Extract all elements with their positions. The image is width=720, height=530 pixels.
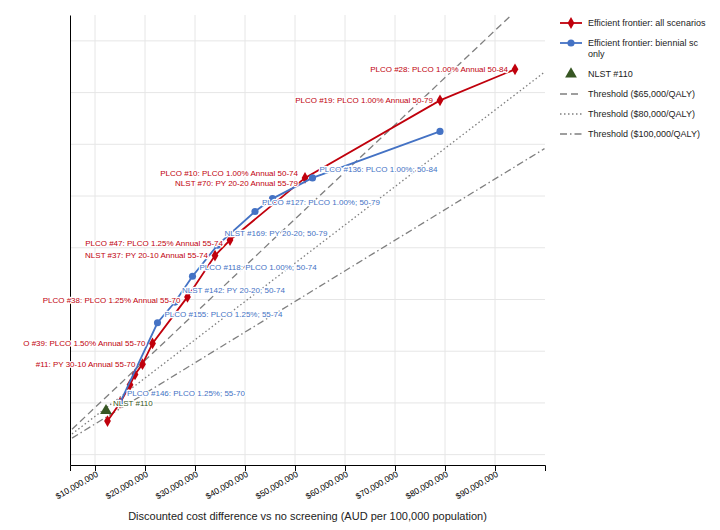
x-axis: $10,000,000$20,000,000$30,000,000$40,000… xyxy=(54,465,546,501)
legend-label-line: Threshold ($100,000/QALY) xyxy=(588,129,700,139)
series-line xyxy=(72,149,545,438)
x-tick-label: $30,000,000 xyxy=(154,469,200,501)
annotation: NLST #169: PY 20-20; 50-79 xyxy=(225,229,328,238)
x-tick: $20,000,000 xyxy=(104,465,150,501)
legend-label-line: only xyxy=(588,49,605,59)
series-line xyxy=(72,72,545,434)
legend-swatch xyxy=(560,93,582,94)
legend-marker xyxy=(565,67,577,77)
x-tick: $10,000,000 xyxy=(54,465,100,501)
annotation: O #39: PLCO 1.50% Annual 55-70 xyxy=(23,339,146,348)
x-tick-label: $60,000,000 xyxy=(304,469,350,501)
x-tick-label: $40,000,000 xyxy=(204,469,250,501)
x-tick: $80,000,000 xyxy=(404,465,450,501)
legend-label-line: Efficient frontier: biennial sc xyxy=(588,38,698,48)
point xyxy=(189,273,196,280)
legend-label-line: Threshold ($80,000/QALY) xyxy=(588,109,695,119)
grid xyxy=(70,15,545,465)
grid-line-y xyxy=(70,144,545,145)
point xyxy=(512,63,519,75)
x-tick: $60,000,000 xyxy=(304,465,350,501)
grid-line-x xyxy=(345,15,346,465)
annotation: NLST #70: PY 20-20 Annual 55-79 xyxy=(175,179,298,188)
x-tick: $50,000,000 xyxy=(254,465,300,501)
x-tick-label: $90,000,000 xyxy=(454,469,500,501)
x-tick: $40,000,000 xyxy=(204,465,250,501)
x-tick: $70,000,000 xyxy=(354,465,400,501)
grid-line-y xyxy=(70,454,545,455)
legend-item: Threshold ($65,000/QALY) xyxy=(560,89,695,99)
x-tick-label: $20,000,000 xyxy=(104,469,150,501)
annotation: PLCO #47: PLCO 1.25% Annual 55-74 xyxy=(85,239,223,248)
annotation: PLCO #28: PLCO 1.00% Annual 50-84 xyxy=(370,65,508,74)
grid-line-y xyxy=(70,196,545,197)
legend-item: Efficient frontier: biennial sconly xyxy=(560,38,698,59)
legend-label: NLST #110 xyxy=(588,69,633,79)
annotation: NLST #37: PY 20-10 Annual 55-74 xyxy=(85,251,208,260)
annotation: PLCO #146: PLCO 1.25%; 55-70 xyxy=(127,389,245,398)
legend: Efficient frontier: all scenarios Efficie… xyxy=(560,17,706,139)
series-line xyxy=(72,16,511,430)
x-tick: $30,000,000 xyxy=(154,465,200,501)
series-line xyxy=(120,131,440,403)
grid-line-y xyxy=(70,351,545,352)
grid-line-x xyxy=(445,15,446,465)
legend-item: Efficient frontier: all scenarios xyxy=(560,17,706,29)
point xyxy=(309,174,316,181)
legend-item: NLST #110 xyxy=(565,67,633,79)
legend-label-line: Efficient frontier: all scenarios xyxy=(588,18,706,28)
annotation: PLCO #38: PLCO 1.25% Annual 55-70 xyxy=(43,296,181,305)
x-tick-label: $50,000,000 xyxy=(254,469,300,501)
annotation: NLST #142: PY 20-20; 50-74 xyxy=(182,286,285,295)
annotation: PLCO #118: PLCO 1.00%; 50-74 xyxy=(200,263,318,272)
grid-line-x xyxy=(295,15,296,465)
legend-label: Efficient frontier: biennial sconly xyxy=(588,38,698,59)
x-tick-label: $70,000,000 xyxy=(354,469,400,501)
marks xyxy=(72,16,545,438)
annotation: PLCO #10: PLCO 1.00% Annual 50-74 xyxy=(160,169,298,178)
y-axis-line xyxy=(70,16,71,466)
legend-item: Threshold ($100,000/QALY) xyxy=(560,129,700,139)
x-tick: $90,000,000 xyxy=(454,465,500,501)
legend-swatch xyxy=(560,133,582,134)
point xyxy=(436,128,443,135)
legend-marker xyxy=(567,39,574,46)
annotation: NLST #110 xyxy=(113,399,153,408)
x-axis-label: Discounted cost difference vs no screeni… xyxy=(128,510,487,522)
x-tick-label: $10,000,000 xyxy=(54,469,100,501)
y-axis xyxy=(70,16,71,466)
legend-swatch xyxy=(560,113,582,114)
legend-label: Threshold ($65,000/QALY) xyxy=(588,89,695,99)
chart: $10,000,000$20,000,000$30,000,000$40,000… xyxy=(0,0,720,530)
legend-label-line: Threshold ($65,000/QALY) xyxy=(588,89,695,99)
x-tick-label: $80,000,000 xyxy=(404,469,450,501)
point xyxy=(251,208,258,215)
annotation: #11: PY 30-10 Annual 55-70 xyxy=(36,360,136,369)
point xyxy=(100,404,112,414)
legend-item: Threshold ($80,000/QALY) xyxy=(560,109,695,119)
annotation: PLCO #136: PLCO 1.00%; 50-84 xyxy=(320,165,438,174)
grid-line-y xyxy=(70,92,545,93)
plot: $10,000,000$20,000,000$30,000,000$40,000… xyxy=(54,15,546,501)
annotation: PLCO #127: PLCO 1.00%; 50-79 xyxy=(262,198,380,207)
legend-label: Threshold ($100,000/QALY) xyxy=(588,129,700,139)
legend-marker xyxy=(568,17,575,29)
grid-line-y xyxy=(70,40,545,41)
annotation: PLCO #19: PLCO 1.00% Annual 50-79 xyxy=(295,96,433,105)
point xyxy=(154,319,161,326)
point xyxy=(104,415,111,427)
legend-label: Threshold ($80,000/QALY) xyxy=(588,109,695,119)
legend-label: Efficient frontier: all scenarios xyxy=(588,18,706,28)
grid-line-x xyxy=(495,15,496,465)
annotation: PLCO #155: PLCO 1.25%; 55-74 xyxy=(165,310,283,319)
annotations: #11: PY 30-10 Annual 55-70 O #39: PLCO 1.… xyxy=(23,65,508,407)
legend-label-line: NLST #110 xyxy=(588,69,633,79)
point xyxy=(437,94,444,106)
